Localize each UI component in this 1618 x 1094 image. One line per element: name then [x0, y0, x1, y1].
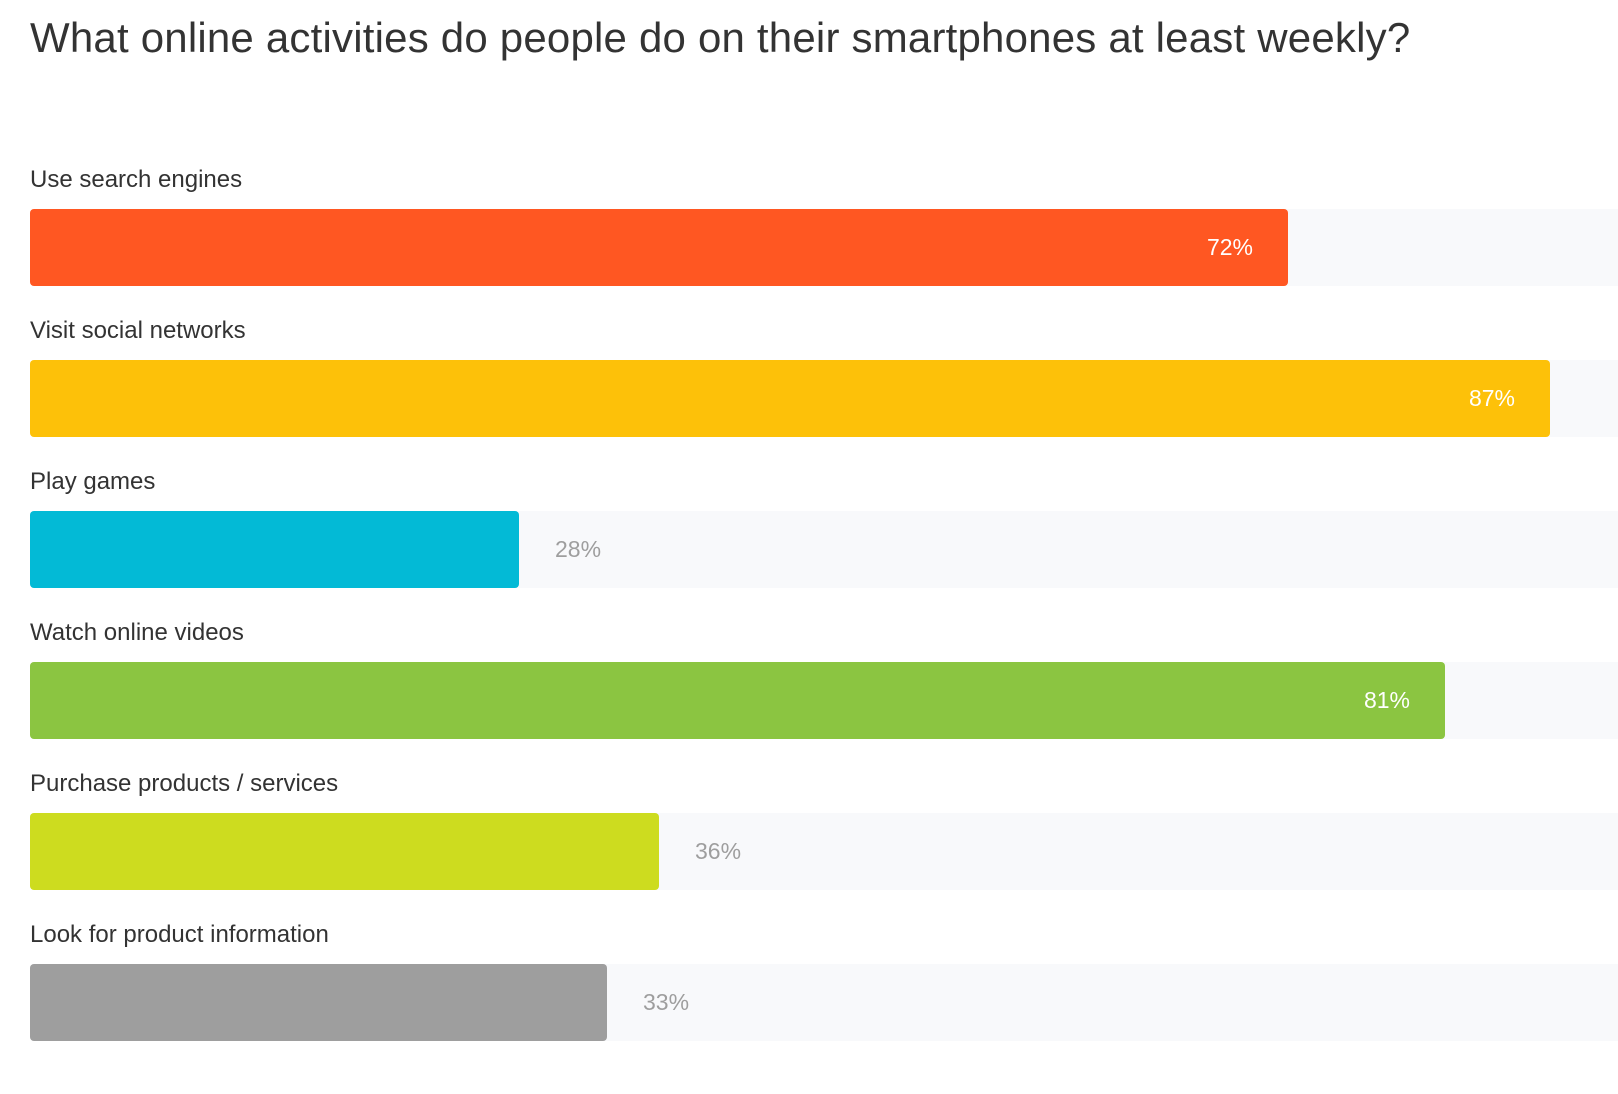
category-label: Look for product information	[30, 921, 329, 948]
bar	[30, 813, 659, 890]
bar-track: 33%	[30, 964, 1618, 1041]
value-label: 36%	[695, 838, 742, 864]
bar-row: Play games 28%	[30, 464, 1618, 615]
bar-track: 87%	[30, 360, 1618, 437]
value-label: 28%	[555, 536, 602, 562]
bar	[30, 662, 1445, 739]
bar	[30, 209, 1288, 286]
bar-track: 28%	[30, 511, 1618, 588]
bar	[30, 964, 607, 1041]
category-label: Use search engines	[30, 166, 243, 193]
value-label: 72%	[1206, 234, 1253, 260]
bar-chart: Use search engines 72% Visit social networ…	[30, 162, 1618, 1068]
bar-track: 81%	[30, 662, 1618, 739]
value-label: 81%	[1363, 687, 1410, 713]
category-label: Visit social networks	[30, 317, 246, 344]
value-label: 87%	[1468, 385, 1515, 411]
bar-row: Look for product information 33%	[30, 917, 1618, 1068]
bar	[30, 360, 1550, 437]
category-label: Purchase products / services	[30, 770, 339, 797]
chart-title: What online activities do people do on t…	[30, 14, 1411, 61]
bar-row: Visit social networks 87%	[30, 313, 1618, 464]
bar-row: Purchase products / services 36%	[30, 766, 1618, 917]
category-label: Watch online videos	[30, 619, 244, 646]
bar-row: Watch online videos 81%	[30, 615, 1618, 766]
bar-track: 36%	[30, 813, 1618, 890]
bar-track: 72%	[30, 209, 1618, 286]
bar	[30, 511, 519, 588]
bar-row: Use search engines 72%	[30, 162, 1618, 313]
category-label: Play games	[30, 468, 156, 495]
value-label: 33%	[643, 989, 690, 1015]
